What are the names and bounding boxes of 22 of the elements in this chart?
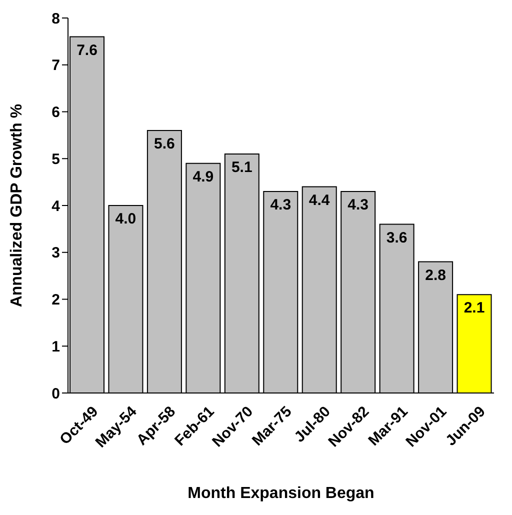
data-label: 4.4 bbox=[308, 192, 330, 209]
data-label: 4.9 bbox=[192, 168, 214, 186]
data-label: 2.8 bbox=[425, 266, 446, 284]
y-tick-label: 4 bbox=[52, 198, 61, 215]
data-label: 4.0 bbox=[115, 210, 136, 228]
y-axis-title: Annualized GDP Growth % bbox=[8, 104, 26, 308]
y-tick-label: 0 bbox=[52, 385, 60, 402]
y-tick-label: 5 bbox=[52, 150, 60, 168]
y-tick-label: 7 bbox=[52, 57, 60, 74]
data-label: 4.3 bbox=[348, 196, 369, 214]
y-tick-label: 2 bbox=[52, 292, 60, 309]
data-label: 5.6 bbox=[154, 136, 175, 152]
y-tick-label: 3 bbox=[52, 244, 60, 262]
data-label: 3.6 bbox=[386, 229, 408, 246]
data-label: 2.1 bbox=[464, 300, 485, 317]
y-tick-label: 6 bbox=[52, 104, 60, 122]
data-label: 7.6 bbox=[76, 42, 98, 59]
x-axis-title: Month Expansion Began bbox=[188, 485, 374, 502]
y-tick-label: 8 bbox=[52, 10, 60, 28]
data-label: 5.1 bbox=[231, 158, 252, 176]
y-tick-label: 1 bbox=[52, 338, 60, 356]
data-label: 4.3 bbox=[270, 196, 292, 214]
